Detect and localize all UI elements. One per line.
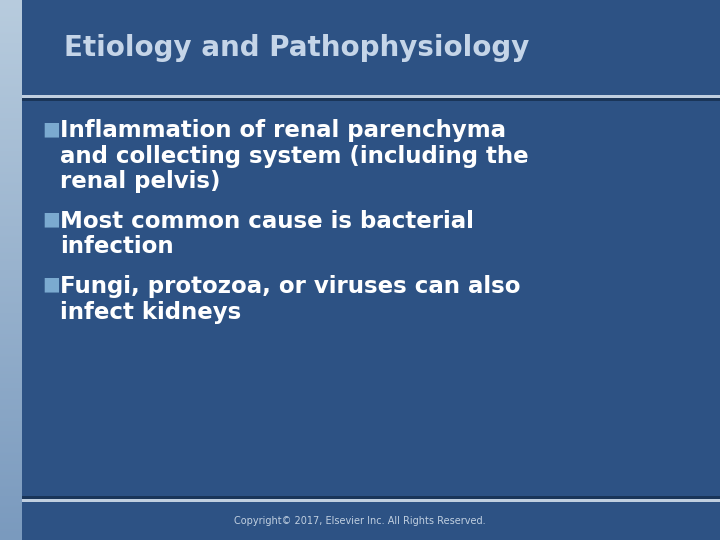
Text: Etiology and Pathophysiology: Etiology and Pathophysiology [64,33,529,62]
Text: Fungi, protozoa, or viruses can also: Fungi, protozoa, or viruses can also [60,275,521,298]
Text: renal pelvis): renal pelvis) [60,170,220,193]
Text: infect kidneys: infect kidneys [60,300,241,323]
Bar [22,496,720,499]
Text: Most common cause is bacterial: Most common cause is bacterial [60,210,474,233]
Text: ■: ■ [42,210,60,229]
Bar [22,499,720,502]
Text: Copyright© 2017, Elsevier Inc. All Rights Reserved.: Copyright© 2017, Elsevier Inc. All Right… [234,516,486,526]
Text: and collecting system (including the: and collecting system (including the [60,145,528,167]
Text: infection: infection [60,235,174,258]
Text: ■: ■ [42,119,60,138]
Text: ■: ■ [42,275,60,294]
Bar [22,95,720,98]
Bar [22,0,720,95]
Bar [22,98,720,101]
Text: Inflammation of renal parenchyma: Inflammation of renal parenchyma [60,119,506,142]
